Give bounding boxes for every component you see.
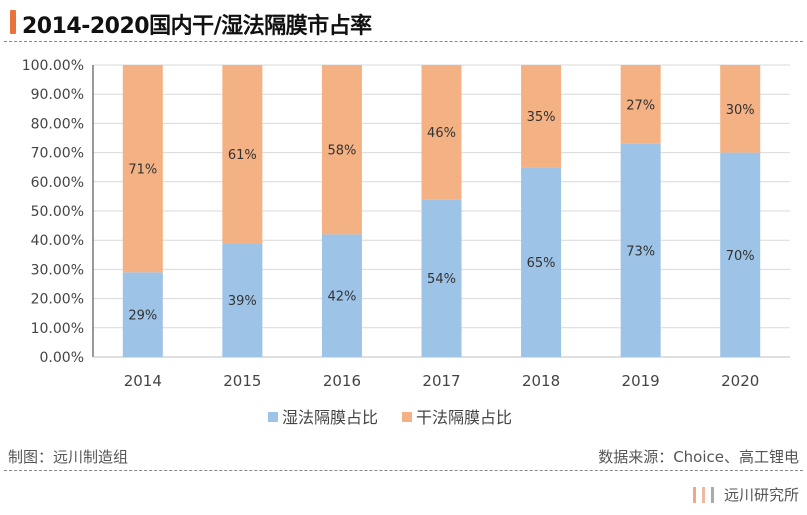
bar-wet xyxy=(521,167,562,357)
bar-dry xyxy=(421,65,462,200)
data-label: 39% xyxy=(228,294,257,309)
x-tick-label: 2017 xyxy=(422,372,460,390)
data-label: 54% xyxy=(427,272,456,287)
y-tick-label: 50.00% xyxy=(31,204,84,220)
x-tick-label: 2019 xyxy=(622,372,660,390)
data-label: 65% xyxy=(527,256,556,271)
bar-wet xyxy=(720,152,761,357)
x-tick-label: 2014 xyxy=(124,372,162,390)
y-tick-label: 100.00% xyxy=(22,58,84,74)
y-tick-label: 80.00% xyxy=(31,116,84,132)
legend-label: 干法隔膜占比 xyxy=(416,408,512,427)
logo-mark-icon xyxy=(692,486,696,503)
data-label: 70% xyxy=(726,249,755,264)
divider xyxy=(4,41,803,42)
chart-title: 2014-2020国内干/湿法隔膜市占率 xyxy=(22,14,372,39)
y-tick-label: 70.00% xyxy=(31,146,84,162)
legend-label: 湿法隔膜占比 xyxy=(282,408,378,427)
bar-wet xyxy=(222,243,263,357)
bar-dry xyxy=(321,65,362,235)
title-accent-bar xyxy=(10,10,16,34)
bar-wet xyxy=(421,199,462,357)
bar-wet xyxy=(122,272,163,357)
data-label: 73% xyxy=(626,244,655,259)
y-tick-label: 0.00% xyxy=(40,350,84,366)
bar-wet xyxy=(321,234,362,357)
y-tick-label: 90.00% xyxy=(31,87,84,103)
brand-name: 远川研究所 xyxy=(723,486,799,504)
x-tick-label: 2015 xyxy=(223,372,261,390)
y-tick-label: 40.00% xyxy=(31,233,84,249)
bar-dry xyxy=(620,65,661,144)
x-tick-label: 2020 xyxy=(721,372,759,390)
y-tick-label: 10.00% xyxy=(31,321,84,337)
x-tick-label: 2018 xyxy=(522,372,560,390)
data-label: 27% xyxy=(626,98,655,113)
brand-logo: 远川研究所 xyxy=(692,484,799,505)
y-tick-label: 60.00% xyxy=(31,175,84,191)
data-label: 61% xyxy=(228,148,257,163)
chart: 0.00% 10.00% 20.00% 30.00% 40.00% 50.00% 60.00… xyxy=(22,58,790,427)
bar-dry xyxy=(521,65,562,168)
bar-dry xyxy=(122,65,163,273)
footer-source: 数据来源：Choice、高工锂电 xyxy=(598,448,799,466)
divider xyxy=(4,470,803,471)
bar-wet xyxy=(620,143,661,357)
data-label: 42% xyxy=(327,290,356,305)
data-label: 58% xyxy=(327,144,356,159)
data-label: 29% xyxy=(128,309,157,324)
bar-dry xyxy=(720,65,761,153)
data-label: 71% xyxy=(128,163,157,178)
y-tick-label: 20.00% xyxy=(31,292,84,308)
data-label: 35% xyxy=(527,110,556,125)
bar-dry xyxy=(222,65,263,244)
y-tick-label: 30.00% xyxy=(31,262,84,278)
legend-swatch xyxy=(268,412,278,422)
x-tick-label: 2016 xyxy=(323,372,361,390)
legend-swatch xyxy=(402,412,412,422)
data-label: 30% xyxy=(726,103,755,118)
data-label: 46% xyxy=(427,126,456,141)
footer-credit: 制图：远川制造组 xyxy=(8,448,129,466)
